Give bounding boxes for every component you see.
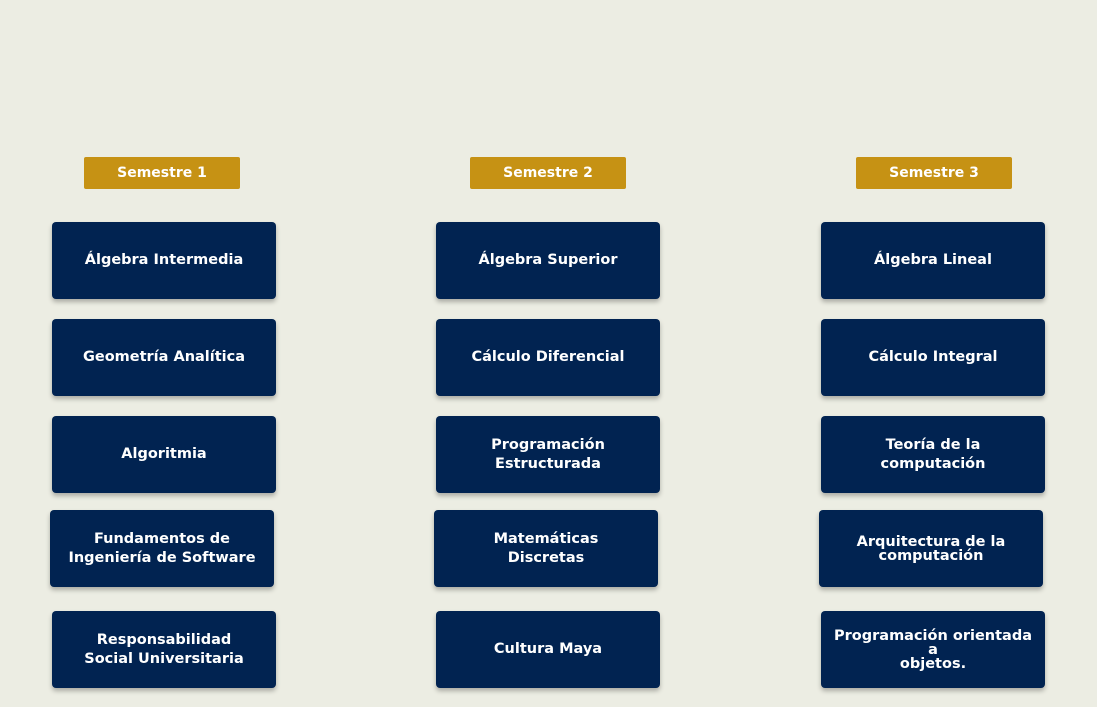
course-teoria-computacion: Teoría de la computación — [821, 416, 1045, 493]
semester-2-header: Semestre 2 — [470, 157, 626, 189]
course-calculo-integral: Cálculo Integral — [821, 319, 1045, 396]
semester-3-header: Semestre 3 — [856, 157, 1012, 189]
course-fundamentos-ingenieria-software: Fundamentos de Ingeniería de Software — [50, 510, 274, 587]
course-algebra-superior: Álgebra Superior — [436, 222, 660, 299]
course-programacion-orientada-objetos: Programación orientada a objetos. — [821, 611, 1045, 688]
course-arquitectura-computacion: Arquitectura de la computación — [819, 510, 1043, 587]
course-cultura-maya: Cultura Maya — [436, 611, 660, 688]
course-algebra-intermedia: Álgebra Intermedia — [52, 222, 276, 299]
course-matematicas-discretas: Matemáticas Discretas — [434, 510, 658, 587]
course-algoritmia: Algoritmia — [52, 416, 276, 493]
course-geometria-analitica: Geometría Analítica — [52, 319, 276, 396]
semester-1-header: Semestre 1 — [84, 157, 240, 189]
course-responsabilidad-social: Responsabilidad Social Universitaria — [52, 611, 276, 688]
course-programacion-estructurada: Programación Estructurada — [436, 416, 660, 493]
course-algebra-lineal: Álgebra Lineal — [821, 222, 1045, 299]
course-calculo-diferencial: Cálculo Diferencial — [436, 319, 660, 396]
